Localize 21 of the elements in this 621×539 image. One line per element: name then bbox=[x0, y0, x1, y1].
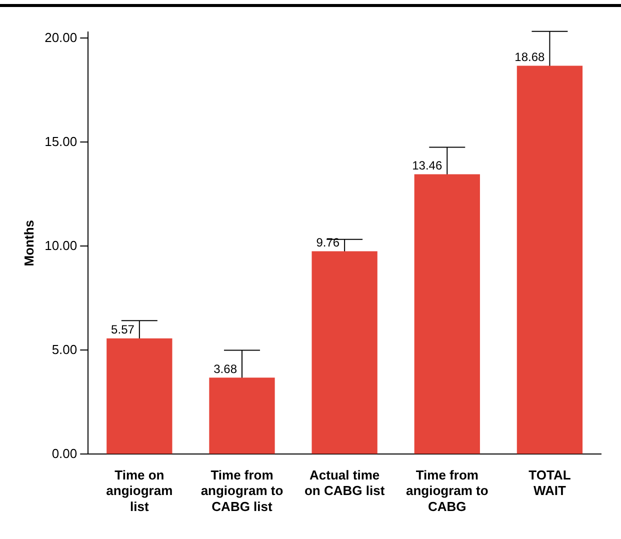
x-tick-label: TOTAL WAIT bbox=[528, 468, 571, 498]
bar bbox=[209, 378, 275, 454]
x-tick-label: Time from angiogram to CABG bbox=[406, 468, 488, 514]
x-tick-label: Time from angiogram to CABG list bbox=[200, 468, 284, 514]
data-label: 9.76 bbox=[316, 236, 340, 250]
y-tick-label: 10.00 bbox=[44, 238, 78, 253]
y-tick-label: 0.00 bbox=[52, 446, 78, 461]
data-label: 18.68 bbox=[514, 50, 546, 64]
bar bbox=[414, 174, 480, 454]
bar bbox=[106, 338, 172, 454]
x-tick-label: Time on angiogram list bbox=[106, 468, 173, 514]
y-axis-title: Months bbox=[21, 220, 36, 266]
x-tick-label: Actual time on CABG list bbox=[304, 468, 386, 498]
y-tick-label: 20.00 bbox=[44, 30, 78, 45]
data-label: 13.46 bbox=[412, 158, 442, 173]
y-tick-label: 15.00 bbox=[44, 134, 78, 149]
y-tick-label: 5.00 bbox=[52, 342, 78, 357]
bar bbox=[516, 66, 583, 454]
bar bbox=[312, 251, 378, 454]
data-label: 3.68 bbox=[214, 362, 238, 376]
data-label: 5.57 bbox=[111, 322, 135, 337]
